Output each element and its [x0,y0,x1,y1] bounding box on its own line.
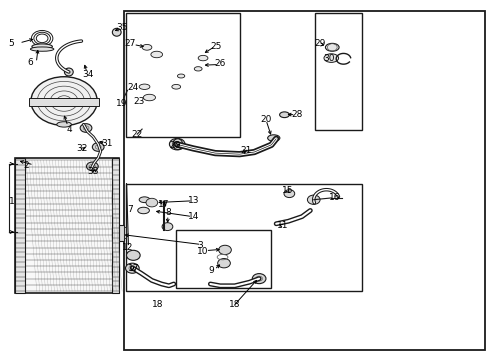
Circle shape [162,223,172,230]
Circle shape [146,198,158,207]
Bar [126,184,361,291]
Ellipse shape [139,197,150,203]
Bar [112,158,119,293]
Circle shape [86,162,98,171]
Text: 12: 12 [122,243,133,252]
Ellipse shape [30,47,54,51]
Ellipse shape [142,44,152,50]
Bar [119,225,124,241]
Circle shape [217,258,230,268]
Ellipse shape [112,28,121,36]
Circle shape [80,124,92,132]
Bar [126,13,239,137]
Circle shape [125,263,139,273]
Ellipse shape [139,84,150,89]
Ellipse shape [138,207,149,214]
Text: 32: 32 [76,144,87,153]
Ellipse shape [32,44,52,49]
Text: 25: 25 [210,42,222,51]
Text: 24: 24 [127,83,139,92]
Text: 17: 17 [158,200,169,209]
Ellipse shape [198,55,207,61]
Text: 22: 22 [131,130,142,139]
Text: 13: 13 [188,196,199,205]
Text: 35: 35 [116,23,127,32]
Ellipse shape [324,54,338,62]
Text: 5: 5 [8,39,14,48]
Bar [315,13,361,130]
Text: 28: 28 [291,110,302,119]
Circle shape [126,250,140,260]
Circle shape [284,190,294,198]
Text: 18: 18 [152,300,163,309]
Text: 15: 15 [281,185,293,194]
Bar [123,11,485,350]
Text: 17: 17 [127,264,139,273]
Ellipse shape [177,74,184,78]
Bar [124,227,126,238]
Bar [176,230,271,288]
Circle shape [307,195,320,204]
Text: 6: 6 [27,58,33,67]
Text: 23: 23 [133,97,144,106]
Text: 2: 2 [23,161,29,170]
Circle shape [92,143,104,151]
Text: 18: 18 [228,300,240,309]
Ellipse shape [267,135,279,141]
Text: 9: 9 [208,266,214,275]
Text: 10: 10 [197,247,208,256]
Text: 11: 11 [276,221,288,230]
Ellipse shape [151,51,162,58]
Ellipse shape [194,67,202,71]
Ellipse shape [57,122,71,127]
Text: 21: 21 [240,146,252,155]
Text: 4: 4 [66,125,72,134]
Text: 8: 8 [165,208,170,217]
Bar [15,158,25,293]
Ellipse shape [64,68,73,76]
Text: 31: 31 [101,139,113,148]
Text: 20: 20 [169,141,181,150]
Bar [29,98,99,107]
Ellipse shape [143,94,155,101]
Text: 34: 34 [82,71,94,80]
Text: 33: 33 [87,167,99,176]
Ellipse shape [325,43,338,51]
Text: 26: 26 [214,59,225,68]
Circle shape [31,77,97,126]
Text: 19: 19 [116,99,127,108]
Text: 20: 20 [260,114,272,123]
Text: 16: 16 [329,193,340,202]
Text: 27: 27 [124,39,135,48]
Text: 29: 29 [314,39,325,48]
Circle shape [169,138,184,150]
Circle shape [218,245,231,255]
Ellipse shape [171,85,180,89]
Ellipse shape [279,112,289,118]
Circle shape [252,274,265,284]
Text: 30: 30 [323,54,334,63]
Text: 1: 1 [8,197,14,206]
Ellipse shape [172,139,182,149]
Bar [15,158,119,293]
Text: 3: 3 [197,241,203,250]
Text: 7: 7 [127,205,133,214]
Text: 14: 14 [188,212,199,221]
